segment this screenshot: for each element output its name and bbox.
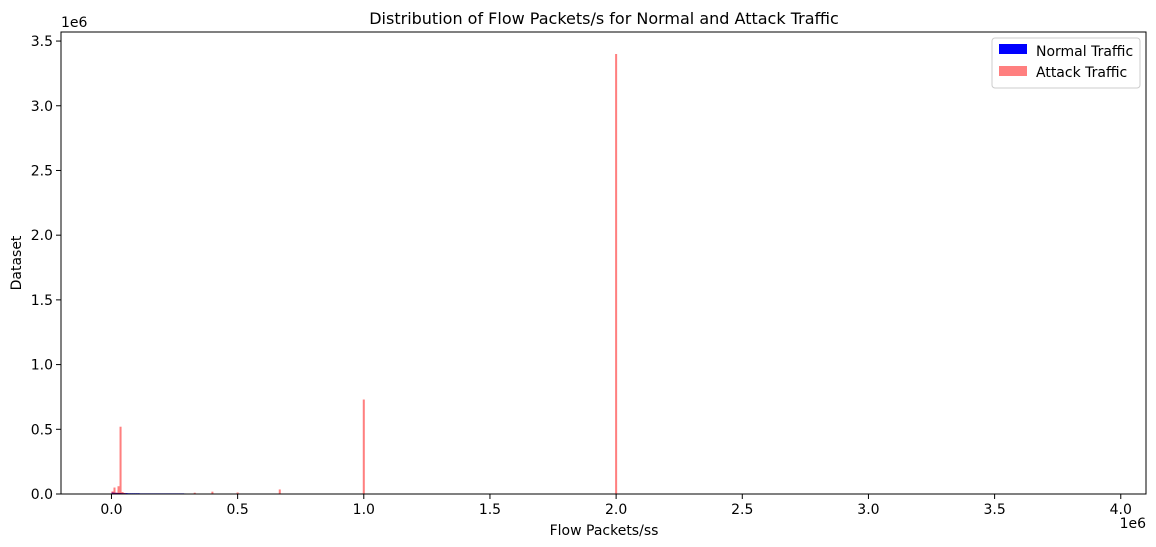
bar [123, 492, 126, 494]
y-tick-label: 3.5 [31, 34, 53, 50]
y-tick-label: 2.5 [31, 163, 53, 179]
x-tick-label: 1.0 [353, 502, 375, 518]
y-axis-offset-text: 1e6 [61, 15, 88, 31]
y-tick-label: 3.0 [31, 99, 53, 115]
bar [111, 491, 114, 494]
bar [119, 426, 122, 494]
bar [193, 492, 196, 494]
x-tick-label: 0.5 [226, 502, 248, 518]
legend-label-normal: Normal Traffic [1036, 44, 1133, 60]
x-tick-label: 0.0 [100, 502, 122, 518]
plot-frame [60, 31, 1147, 495]
chart-title: Distribution of Flow Packets/s for Norma… [369, 9, 839, 28]
x-tick-label: 2.5 [731, 502, 753, 518]
x-tick-label: 3.0 [857, 502, 879, 518]
bar [115, 492, 118, 494]
legend-swatch-attack [999, 66, 1027, 76]
x-tick-label: 4.0 [1110, 502, 1132, 518]
y-tick-label: 2.0 [31, 228, 53, 244]
legend-swatch-normal [999, 44, 1027, 54]
bar [236, 492, 239, 494]
y-axis-label: Dataset [9, 235, 25, 290]
x-axis-label: Flow Packets/ss [550, 523, 659, 539]
legend-label-attack: Attack Traffic [1036, 65, 1127, 81]
series-attack-traffic [111, 54, 618, 494]
y-tick-label: 1.0 [31, 358, 53, 374]
y-tick-label: 1.5 [31, 293, 53, 309]
x-tick-label: 1.5 [479, 502, 501, 518]
bar [362, 399, 365, 494]
y-tick-label: 0.0 [31, 487, 53, 503]
bar [278, 489, 281, 494]
x-tick-label: 3.5 [983, 502, 1005, 518]
y-tick-label: 0.5 [31, 422, 53, 438]
bar [113, 487, 116, 494]
y-axis: 0.0 0.5 1.0 1.5 2.0 2.5 3.0 3.5 [31, 34, 61, 503]
x-axis: 0.0 0.5 1.0 1.5 2.0 2.5 3.0 3.5 4.0 [100, 494, 1132, 518]
bar [121, 492, 124, 494]
bar [117, 486, 120, 494]
x-tick-label: 2.0 [605, 502, 627, 518]
x-axis-offset-text: 1e6 [1120, 516, 1147, 532]
legend-box [991, 37, 1141, 89]
legend: Normal Traffic Attack Traffic [991, 37, 1141, 89]
bar [615, 54, 618, 494]
bar [211, 491, 214, 494]
